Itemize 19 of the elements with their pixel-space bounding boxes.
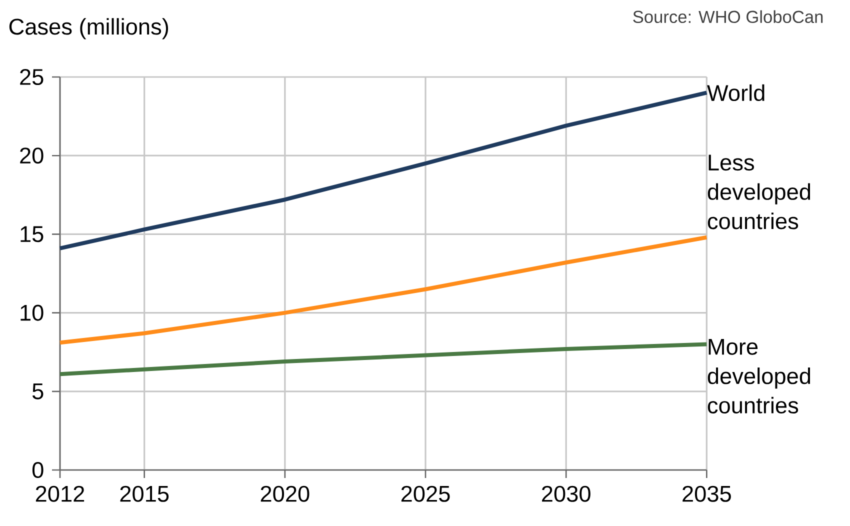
- series-label: Less developed countries: [708, 154, 810, 230]
- series-label: More developed countries: [708, 338, 810, 414]
- y-tick-label: 25: [20, 68, 44, 86]
- series-label: World: [707, 84, 764, 102]
- y-axis-title: Cases (millions): [9, 18, 168, 40]
- line-series: [58, 90, 709, 250]
- x-tick-label: 2020: [260, 486, 310, 502]
- y-tick-label: 15: [20, 226, 44, 242]
- y-tick-label: 5: [32, 383, 44, 400]
- x-tick-label: 2012: [36, 486, 84, 502]
- y-tick-label: 0: [32, 462, 44, 478]
- y-tick-label: 10: [20, 304, 44, 321]
- x-tick-label: 2015: [120, 486, 169, 502]
- x-tick-label: 2030: [542, 486, 590, 502]
- source-note: Source: WHO GloboCan: [633, 10, 823, 24]
- line-series: [58, 235, 709, 345]
- y-tick-label: 20: [20, 148, 44, 164]
- x-tick-label: 2025: [401, 486, 450, 502]
- x-tick-label: 2035: [682, 486, 731, 502]
